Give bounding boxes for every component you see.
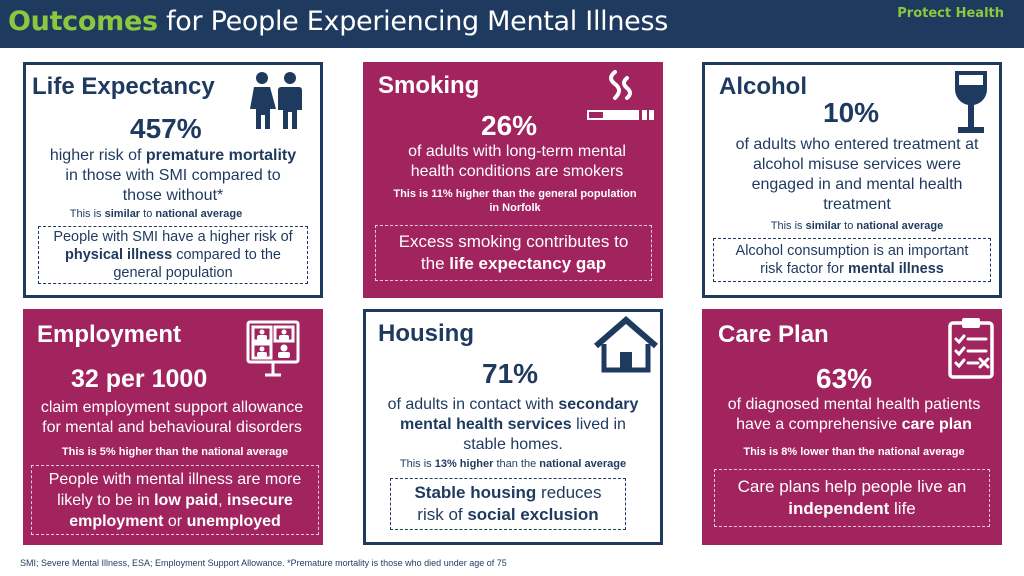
header-bar: Outcomes for People Experiencing Mental … <box>0 0 1024 48</box>
page-title-rest: for People Experiencing Mental Illness <box>166 6 669 37</box>
smoking-callout: Excess smoking contributes to the life e… <box>375 225 652 281</box>
life-expectancy-note: This is similar to national average <box>69 208 243 220</box>
alcohol-callout: Alcohol consumption is an important risk… <box>713 238 991 282</box>
care-plan-callout: Care plans help people live an independe… <box>714 469 990 527</box>
employment-stat: 32 per 1000 <box>71 365 208 393</box>
wine-glass-icon <box>954 71 988 133</box>
alcohol-card: Alcohol 10% of adults who entered treatm… <box>702 62 1002 298</box>
housing-heading: Housing <box>378 320 474 347</box>
section-tag: Protect Health <box>897 6 1004 21</box>
life-expectancy-card: Life Expectancy 457% higher risk of prem… <box>23 62 323 298</box>
footnote: SMI; Severe Mental Illness, ESA; Employm… <box>20 558 507 568</box>
cigarette-icon <box>587 70 654 120</box>
employment-card: Employment 32 per 1000 claim employment … <box>23 309 323 545</box>
alcohol-body: of adults who entered treatment at alcoh… <box>735 136 979 213</box>
alcohol-heading: Alcohol <box>719 73 807 100</box>
page-title: Outcomes for People Experiencing Mental … <box>8 6 668 37</box>
housing-body: of adults in contact with secondary ment… <box>387 396 639 453</box>
smoking-card: Smoking 26% of adults with long-term men… <box>363 62 663 298</box>
housing-note: This is 13% higher than the national ave… <box>399 458 627 470</box>
life-expectancy-callout: People with SMI have a higher risk of ph… <box>38 226 308 284</box>
care-plan-heading: Care Plan <box>718 321 829 348</box>
employment-body: claim employment support allowance for m… <box>40 399 304 436</box>
smoking-stat: 26% <box>481 110 538 141</box>
life-expectancy-body: higher risk of premature mortality in th… <box>49 147 297 204</box>
page-title-accent: Outcomes <box>8 6 158 37</box>
smoking-note: This is 11% higher than the general popu… <box>393 188 637 214</box>
care-plan-card: Care Plan 63% of diagnosed mental health… <box>702 309 1002 545</box>
employment-callout: People with mental illness are more like… <box>31 465 319 535</box>
video-call-icon <box>246 320 300 377</box>
clipboard-checklist-icon <box>948 318 994 379</box>
smoking-heading: Smoking <box>378 72 480 99</box>
care-plan-stat: 63% <box>816 363 873 394</box>
smoking-body: of adults with long-term mental health c… <box>408 143 626 180</box>
care-plan-body: of diagnosed mental health patients have… <box>727 396 981 433</box>
life-expectancy-stat: 457% <box>130 113 202 144</box>
housing-card: Housing 71% of adults in contact with se… <box>363 309 663 545</box>
alcohol-note: This is similar to national average <box>770 220 944 232</box>
people-icon <box>250 72 302 129</box>
life-expectancy-heading: Life Expectancy <box>32 73 215 100</box>
housing-stat: 71% <box>482 358 539 389</box>
employment-note: This is 5% higher than the national aver… <box>61 446 289 458</box>
house-icon <box>594 316 658 373</box>
housing-callout: Stable housing reduces risk of social ex… <box>390 478 626 530</box>
employment-heading: Employment <box>37 321 182 348</box>
care-plan-note: This is 8% lower than the national avera… <box>743 446 965 458</box>
alcohol-stat: 10% <box>823 97 880 128</box>
